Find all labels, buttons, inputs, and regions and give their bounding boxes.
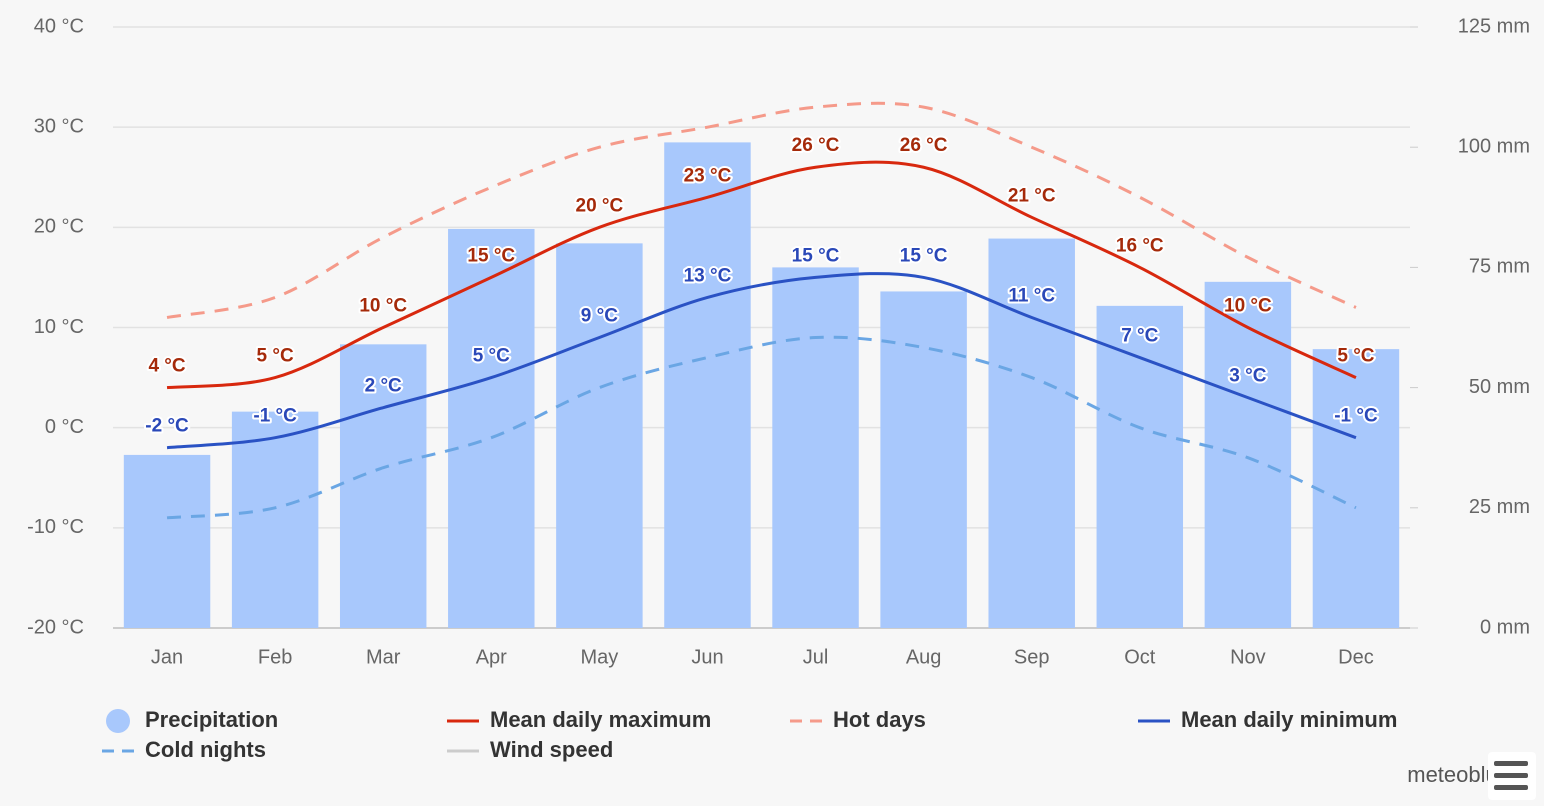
data-label: 20 °C <box>576 195 624 216</box>
data-label: 15 °C <box>900 245 948 266</box>
data-label: 16 °C <box>1116 235 1164 256</box>
y2-tick-label: 25 mm <box>1469 496 1530 518</box>
x-tick-label: Mar <box>366 646 401 668</box>
legend-item[interactable]: Cold nights <box>102 737 266 762</box>
bar <box>556 243 643 629</box>
data-label: 15 °C <box>467 245 515 266</box>
legend-label: Cold nights <box>145 737 266 762</box>
legend-label: Mean daily minimum <box>1181 707 1397 732</box>
bar <box>1312 349 1400 628</box>
bar <box>664 142 751 628</box>
data-label: 9 °C <box>581 306 618 327</box>
bar <box>988 238 1075 628</box>
bar <box>1096 305 1184 628</box>
data-label: -1 °C <box>1334 406 1378 427</box>
x-tick-label: Apr <box>476 646 507 668</box>
data-label: -2 °C <box>145 416 189 437</box>
legend-item[interactable]: Mean daily minimum <box>1138 707 1397 732</box>
y-tick-label: 0 °C <box>45 416 84 438</box>
data-label: 15 °C <box>792 245 840 266</box>
y-tick-label: -20 °C <box>27 616 84 638</box>
x-tick-label: Jul <box>803 646 829 668</box>
data-label: 10 °C <box>1224 296 1272 317</box>
y2-tick-label: 125 mm <box>1458 15 1530 37</box>
data-label: 26 °C <box>792 135 840 156</box>
data-label: 7 °C <box>1121 326 1158 347</box>
legend-item[interactable]: Mean daily maximum <box>447 707 711 732</box>
legend-item[interactable]: Wind speed <box>447 737 613 762</box>
y-tick-label: 20 °C <box>34 216 84 238</box>
x-tick-label: Aug <box>906 646 942 668</box>
y-tick-label: 40 °C <box>34 15 84 37</box>
x-tick-label: Oct <box>1124 646 1156 668</box>
legend-label: Mean daily maximum <box>490 707 711 732</box>
y2-tick-label: 50 mm <box>1469 376 1530 398</box>
bar <box>772 267 859 628</box>
data-label: 10 °C <box>359 296 407 317</box>
data-label: 5 °C <box>1337 346 1374 367</box>
bar <box>231 411 319 628</box>
data-label: 11 °C <box>1008 285 1055 306</box>
data-label: 2 °C <box>365 376 402 397</box>
y2-tick-label: 0 mm <box>1480 616 1530 638</box>
x-tick-label: May <box>580 646 618 668</box>
bar <box>123 454 211 628</box>
data-label: 5 °C <box>473 346 510 367</box>
y2-tick-label: 75 mm <box>1469 256 1530 278</box>
x-tick-label: Dec <box>1338 646 1374 668</box>
legend-symbol <box>106 709 130 733</box>
bar <box>1204 281 1292 628</box>
data-label: 13 °C <box>684 265 732 286</box>
bar <box>448 228 535 628</box>
data-label: -1 °C <box>253 406 297 427</box>
x-tick-label: Feb <box>258 646 292 668</box>
legend-label: Hot days <box>833 707 926 732</box>
x-tick-label: Nov <box>1230 646 1266 668</box>
data-label: 4 °C <box>148 356 185 377</box>
x-tick-label: Jan <box>151 646 183 668</box>
line <box>166 160 1357 390</box>
data-label: 5 °C <box>257 346 294 367</box>
line <box>166 101 1357 319</box>
y-tick-label: 30 °C <box>34 115 84 137</box>
bar <box>339 344 427 628</box>
legend-label: Wind speed <box>490 737 613 762</box>
legend-item[interactable]: Precipitation <box>106 707 278 733</box>
legend-item[interactable]: Hot days <box>790 707 926 732</box>
y-tick-label: 10 °C <box>34 316 84 338</box>
bar <box>880 291 967 628</box>
data-label: 26 °C <box>900 135 948 156</box>
legend-label: Precipitation <box>145 707 278 732</box>
data-label: 3 °C <box>1229 366 1266 387</box>
y-tick-label: -10 °C <box>27 516 84 538</box>
data-label: 21 °C <box>1008 185 1056 206</box>
line <box>166 272 1357 450</box>
x-tick-label: Sep <box>1014 646 1050 668</box>
y2-tick-label: 100 mm <box>1458 135 1530 157</box>
x-tick-label: Jun <box>691 646 723 668</box>
data-label: 23 °C <box>684 165 732 186</box>
menu-button[interactable] <box>1488 752 1536 800</box>
